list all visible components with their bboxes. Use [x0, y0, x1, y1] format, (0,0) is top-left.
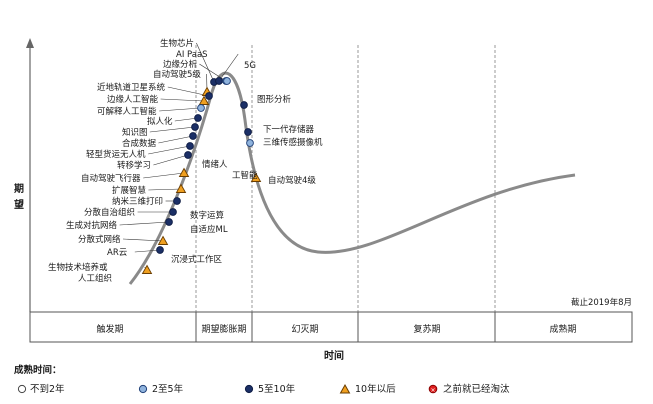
marker-dot: [169, 208, 177, 216]
leader-line: [167, 86, 210, 97]
phase-trigger: 触发期: [96, 323, 123, 335]
legend-label-5to10: 5至10年: [258, 383, 296, 395]
tech-label: 自适应ML: [190, 224, 228, 235]
marker-triangle: [141, 264, 153, 274]
leader-line: [159, 107, 202, 112]
leader-line: [148, 188, 182, 191]
marker-dot: [165, 218, 173, 226]
tech-label: 下一代存储器: [263, 124, 315, 135]
tech-label: 沉浸式工作区: [171, 254, 223, 265]
leader-line: [218, 53, 239, 82]
marker-triangle: [250, 172, 262, 182]
leader-line: [149, 126, 196, 133]
marker-dot: [223, 77, 231, 85]
y-axis-label-1: 期: [14, 182, 24, 195]
date-note: 截止2019年8月: [571, 297, 632, 308]
tech-label: 自动驾驶4级: [268, 175, 316, 186]
tech-label: AR云: [107, 248, 128, 258]
tech-label: 扩展智慧: [112, 185, 147, 196]
marker-dot: [215, 77, 223, 85]
leader-line: [160, 98, 205, 102]
tech-label: 轻型货运无人机: [86, 149, 146, 160]
tech-label: 分散自治组织: [84, 207, 135, 218]
markers: [141, 77, 262, 274]
legend: 不到2年 2至5年 5至10年 10年以后 × 之前就已经淘汰: [17, 383, 510, 395]
marker-dot: [197, 104, 205, 112]
leader-line: [158, 135, 194, 144]
marker-triangle: [198, 95, 210, 105]
tech-label: 生物芯片: [160, 38, 194, 49]
phase-trough: 幻灭期: [291, 323, 318, 335]
legend-obsolete-x: ×: [430, 387, 435, 394]
y-axis-label-2: 望: [14, 198, 24, 211]
leader-line: [143, 172, 185, 179]
legend-marker-gt10: [339, 383, 351, 394]
legend-marker-2to5: [138, 384, 148, 394]
legend-label-obsolete: 之前就已经淘汰: [443, 383, 510, 395]
legend-label-2to5: 2至5年: [152, 383, 184, 395]
y-axis-arrow: [26, 38, 34, 48]
marker-dot: [186, 142, 194, 150]
tech-label: 生物技术培养或人工组织: [48, 262, 112, 284]
marker-dot: [173, 197, 181, 205]
tech-label: 纳米三维打印: [112, 196, 163, 207]
leader-line: [196, 42, 215, 83]
legend-marker-lt2: [17, 384, 27, 394]
leader-line: [119, 221, 170, 226]
tech-label: 转移学习: [117, 160, 151, 171]
tech-label: 三维传感摄像机: [263, 137, 323, 148]
leader-line: [148, 145, 191, 155]
legend-title: 成熟时间：: [14, 364, 62, 376]
leader-line: [153, 154, 189, 166]
tech-label: 自动驾驶5级: [153, 69, 201, 80]
tech-label: 自动驾驶飞行器: [81, 173, 141, 184]
tech-label: 图形分析: [257, 94, 292, 105]
tech-label: 近地轨道卫星系统: [97, 82, 166, 93]
x-axis-label: 时间: [324, 349, 344, 362]
legend-marker-obsolete: [428, 384, 438, 394]
phase-band: [29, 311, 633, 343]
tech-label: AI PaaS: [176, 50, 208, 60]
marker-dot: [184, 151, 192, 159]
tech-label: 知识图: [122, 127, 148, 138]
marker-triangle: [178, 167, 190, 177]
marker-triangle: [175, 183, 187, 193]
marker-dot: [244, 128, 252, 136]
marker-dot: [191, 123, 199, 131]
legend-label-lt2: 不到2年: [30, 383, 65, 395]
marker-dot: [189, 132, 197, 140]
marker-dot: [240, 101, 248, 109]
tech-label: 数字运算: [190, 210, 225, 221]
tech-label: 5G: [244, 61, 256, 71]
hype-curve: [128, 71, 576, 285]
marker-dot: [194, 114, 202, 122]
tech-label: 分散式网络: [78, 234, 121, 245]
leader-line: [134, 249, 161, 253]
leader-line: [174, 117, 199, 122]
tech-label: 情绪人工智能: [202, 159, 258, 181]
legend-label-gt10: 10年以后: [355, 383, 396, 395]
tech-label: 可解释人工智能: [97, 106, 157, 117]
marker-dot: [205, 92, 213, 100]
tech-label: 合成数据: [122, 138, 157, 149]
tech-label: 生成对抗网络: [66, 220, 118, 231]
marker-triangle: [157, 235, 169, 245]
tech-label: 边缘分析: [163, 59, 198, 70]
phase-plateau: 成熟期: [549, 323, 576, 335]
legend-marker-5to10: [244, 384, 254, 394]
leader-line: [122, 238, 164, 242]
phase-slope: 复苏期: [413, 323, 440, 335]
tech-label: 拟人化: [147, 116, 173, 127]
phase-peak: 期望膨胀期: [201, 323, 246, 335]
marker-dot: [246, 139, 254, 147]
tech-label: 边缘人工智能: [107, 94, 159, 105]
marker-dot: [156, 246, 164, 254]
